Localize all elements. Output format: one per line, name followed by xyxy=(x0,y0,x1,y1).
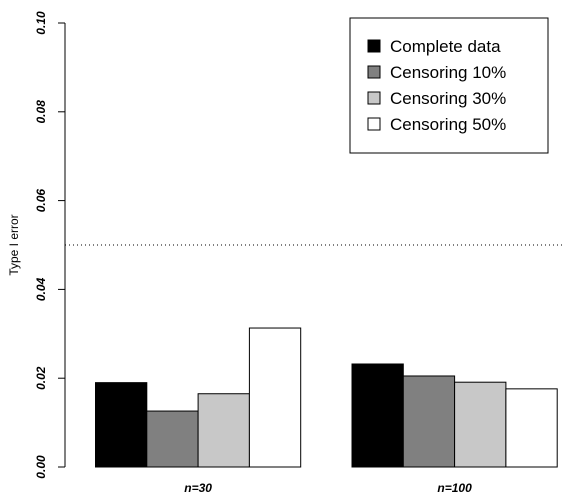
bar xyxy=(95,382,148,468)
legend-label: Censoring 50% xyxy=(390,115,506,134)
bar xyxy=(146,410,199,468)
y-tick-label: 0.02 xyxy=(34,366,48,390)
y-tick-label: 0.00 xyxy=(34,455,48,479)
x-tick-label: n=100 xyxy=(437,481,472,495)
legend-swatch xyxy=(367,117,381,131)
x-tick-label: n=30 xyxy=(184,481,212,495)
bar xyxy=(351,363,404,468)
legend-label: Complete data xyxy=(390,37,501,56)
legend-label: Censoring 30% xyxy=(390,89,506,108)
bar xyxy=(505,388,558,468)
legend-label: Censoring 10% xyxy=(390,63,506,82)
legend-swatch xyxy=(367,91,381,105)
legend-box xyxy=(349,17,549,154)
y-tick-label: 0.04 xyxy=(34,277,48,301)
bar xyxy=(197,393,250,468)
bar xyxy=(402,375,456,468)
bar xyxy=(248,327,302,468)
legend-swatch xyxy=(367,39,381,53)
y-tick-label: 0.08 xyxy=(34,100,48,124)
bar xyxy=(454,381,507,468)
y-axis-title: Type I error xyxy=(7,214,21,275)
y-tick-label: 0.06 xyxy=(34,189,48,213)
y-tick-label: 0.10 xyxy=(34,11,48,35)
legend-swatch xyxy=(367,65,381,79)
